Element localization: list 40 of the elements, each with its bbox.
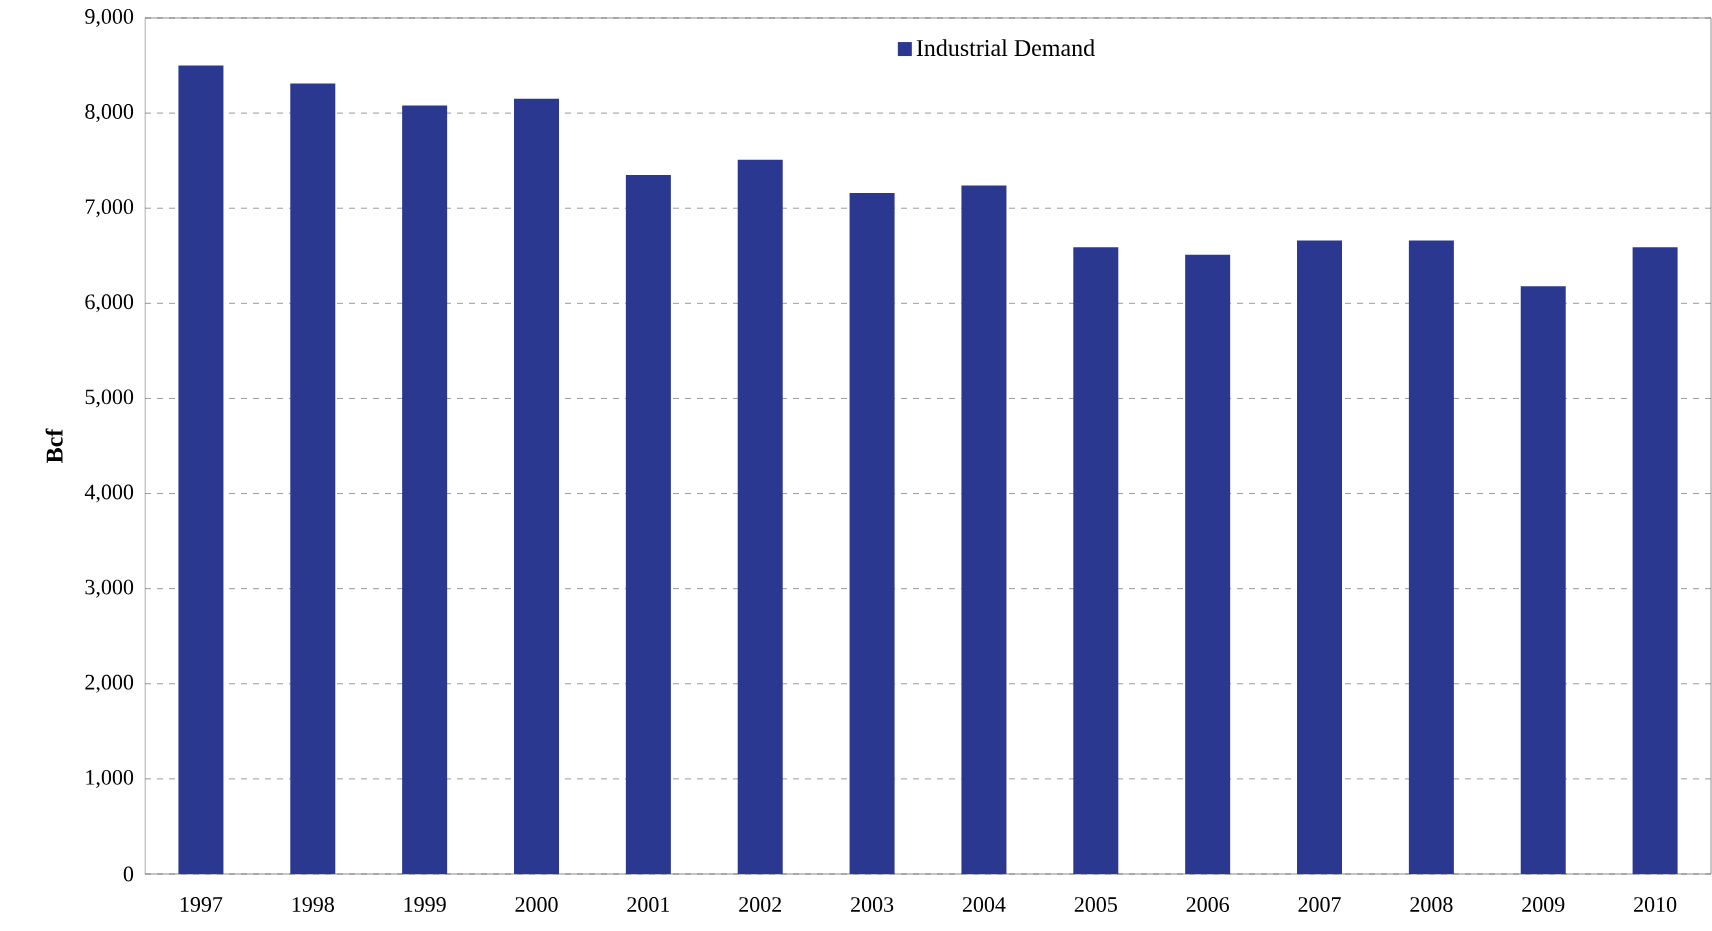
x-tick-label: 1998 — [292, 897, 334, 912]
y-tick-label: 5,000 — [85, 389, 134, 408]
bar — [178, 65, 224, 874]
x-tick-label: 2010 — [1634, 897, 1677, 912]
y-tick-label: 7,000 — [85, 199, 134, 218]
bar — [1520, 286, 1566, 874]
x-tick-label: 2006 — [1186, 897, 1230, 912]
x-tick-label: 2007 — [1298, 897, 1341, 912]
y-tick-label: 0 — [123, 866, 134, 882]
bar — [1073, 247, 1119, 874]
bar — [402, 105, 448, 874]
y-tick-label: 1,000 — [86, 769, 134, 788]
legend-label: Industrial Demand — [916, 39, 1095, 57]
bar — [514, 98, 559, 874]
bar — [1185, 254, 1231, 874]
y-tick-label: 2,000 — [85, 674, 134, 693]
bar — [1297, 240, 1343, 874]
bar — [290, 83, 336, 874]
x-tick-label: 2009 — [1522, 897, 1565, 912]
y-tick-label: 9,000 — [85, 8, 134, 27]
x-tick-label: 2001 — [627, 897, 670, 912]
x-tick-label: 2008 — [1410, 897, 1453, 912]
bar — [849, 192, 895, 874]
bar — [961, 185, 1007, 874]
bar — [625, 174, 671, 874]
x-tick-label: 1999 — [404, 897, 446, 912]
bar — [1632, 247, 1678, 874]
y-tick-label: 3,000 — [85, 579, 134, 598]
x-tick-label: 2003 — [851, 897, 894, 912]
x-tick-label: 2000 — [515, 897, 558, 912]
bar — [1408, 240, 1454, 874]
x-tick-label: 1997 — [180, 897, 223, 912]
x-tick-label: 2005 — [1074, 897, 1117, 912]
y-tick-label: 4,000 — [84, 484, 134, 503]
y-tick-label: 6,000 — [85, 294, 134, 313]
bar — [737, 159, 783, 874]
y-axis-title: Bcf — [45, 428, 63, 463]
x-tick-label: 2002 — [739, 897, 782, 912]
y-tick-label: 8,000 — [85, 104, 134, 123]
x-tick-label: 2004 — [962, 897, 1006, 912]
